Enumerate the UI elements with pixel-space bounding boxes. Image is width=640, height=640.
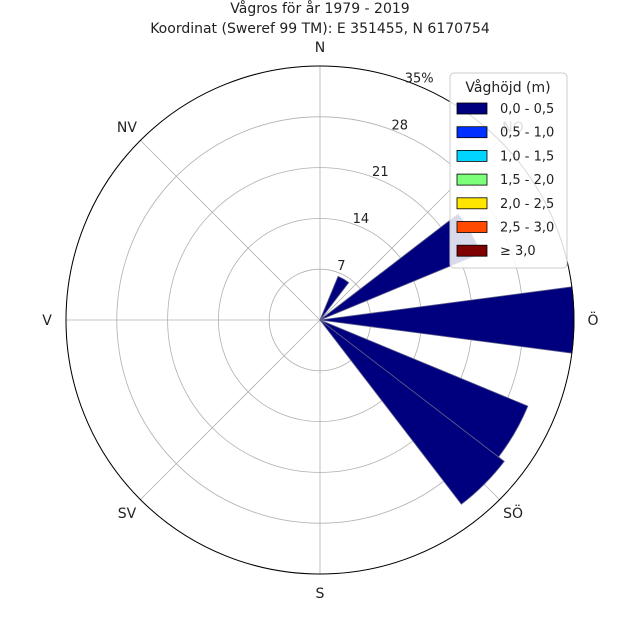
radial-tick-label-3: 28 — [391, 118, 408, 133]
polar-labels: NNOÖSÖSSVVNV714212835% — [42, 40, 598, 602]
legend-swatch-2 — [456, 149, 488, 162]
legend-label-6: ≥ 3,0 — [500, 244, 536, 259]
compass-label-2: Ö — [587, 311, 598, 329]
legend-swatch-1 — [456, 126, 488, 139]
compass-label-0: N — [315, 40, 325, 56]
wave-rose-bars — [319, 213, 575, 505]
legend-title: Våghöjd (m) — [465, 79, 550, 96]
compass-label-4: S — [316, 586, 325, 602]
angular-gridline-7 — [140, 140, 321, 321]
chart-title: Vågros för år 1979 - 2019 — [230, 0, 409, 17]
legend-swatch-6 — [456, 244, 488, 257]
legend-swatch-0 — [456, 102, 488, 115]
legend-label-0: 0,0 - 0,5 — [500, 102, 554, 117]
angular-gridline-5 — [140, 319, 321, 500]
legend-box — [449, 72, 568, 269]
polar-frame — [65, 65, 575, 575]
compass-label-6: V — [42, 313, 52, 329]
rose-bar-0-0 — [319, 275, 350, 321]
compass-label-5: SV — [118, 506, 137, 522]
polar-outline — [65, 65, 575, 575]
compass-label-3: SÖ — [503, 504, 523, 522]
legend-label-4: 2,0 - 2,5 — [500, 197, 554, 212]
radial-tick-label-2: 21 — [372, 165, 389, 180]
legend-swatch-4 — [456, 197, 488, 210]
radial-tick-label-0: 7 — [337, 259, 345, 274]
legend-label-3: 1,5 - 2,0 — [500, 173, 554, 188]
chart-subtitle: Koordinat (Sweref 99 TM): E 351455, N 61… — [150, 21, 490, 37]
legend-swatch-3 — [456, 173, 488, 186]
rose-bar-4-0 — [319, 319, 505, 505]
legend-label-1: 0,5 - 1,0 — [500, 126, 554, 141]
legend-swatch-5 — [456, 221, 488, 233]
compass-label-7: NV — [117, 120, 137, 136]
legend-label-5: 2,5 - 3,0 — [500, 221, 554, 236]
legend-label-2: 1,0 - 1,5 — [500, 149, 554, 164]
legend: Våghöjd (m) 0,0 - 0,5 0,5 - 1,0 1,0 - 1,5 1… — [449, 72, 568, 269]
radial-tick-label-4: 35% — [405, 71, 434, 86]
legend-items: 0,0 - 0,5 0,5 - 1,0 1,0 - 1,5 1,5 - 2,0 2,0 … — [456, 102, 554, 259]
radial-tick-label-1: 14 — [353, 212, 370, 227]
